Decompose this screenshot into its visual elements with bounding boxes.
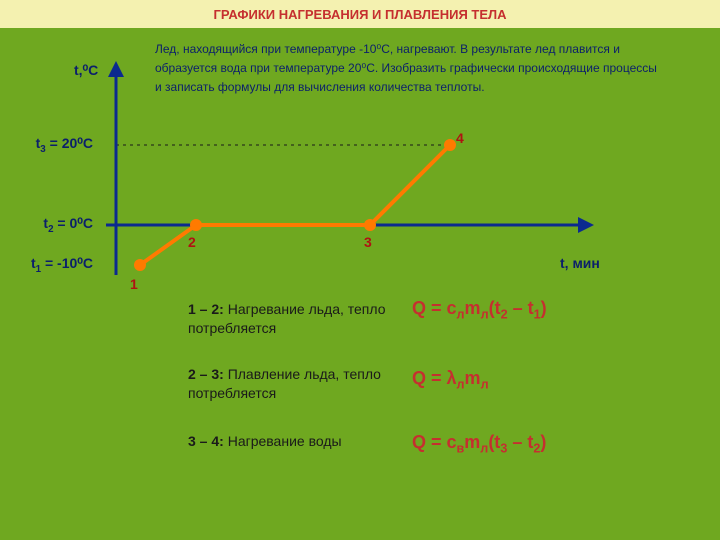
ytick-2: t1 = -10⁰C	[8, 255, 93, 275]
slide: ГРАФИКИ НАГРЕВАНИЯ И ПЛАВЛЕНИЯ ТЕЛА Лед,…	[0, 0, 720, 540]
y-axis-label: t,⁰C	[74, 62, 98, 79]
ytick-0: t3 = 20⁰C	[8, 135, 93, 155]
title-text: ГРАФИКИ НАГРЕВАНИЯ И ПЛАВЛЕНИЯ ТЕЛА	[213, 7, 506, 22]
x-axis-label: t, мин	[560, 255, 600, 271]
point-label-3: 3	[364, 234, 372, 250]
ytick-1: t2 = 0⁰C	[8, 215, 93, 235]
formula-2: Q = λлmл	[412, 368, 489, 392]
point-label-1: 1	[130, 276, 138, 292]
title-bar: ГРАФИКИ НАГРЕВАНИЯ И ПЛАВЛЕНИЯ ТЕЛА	[0, 0, 720, 28]
point-label-4: 4	[456, 130, 464, 146]
problem-line-2: образуется вода при температуре 20⁰С. Из…	[155, 59, 695, 78]
problem-line-3: и записать формулы для вычисления количе…	[155, 78, 695, 97]
formula-1: Q = cлmл(t2 – t1)	[412, 298, 547, 322]
legend-2: 2 – 3: Плавление льда, тепло потребляетс…	[188, 365, 388, 403]
legend-3: 3 – 4: Нагревание воды	[188, 432, 388, 451]
legend-1: 1 – 2: Нагревание льда, тепло потребляет…	[188, 300, 388, 338]
problem-text: Лед, находящийся при температуре -10⁰С, …	[155, 40, 695, 98]
problem-line-1: Лед, находящийся при температуре -10⁰С, …	[155, 40, 695, 59]
formula-3: Q = cвmл(t3 – t2)	[412, 432, 546, 456]
point-label-2: 2	[188, 234, 196, 250]
